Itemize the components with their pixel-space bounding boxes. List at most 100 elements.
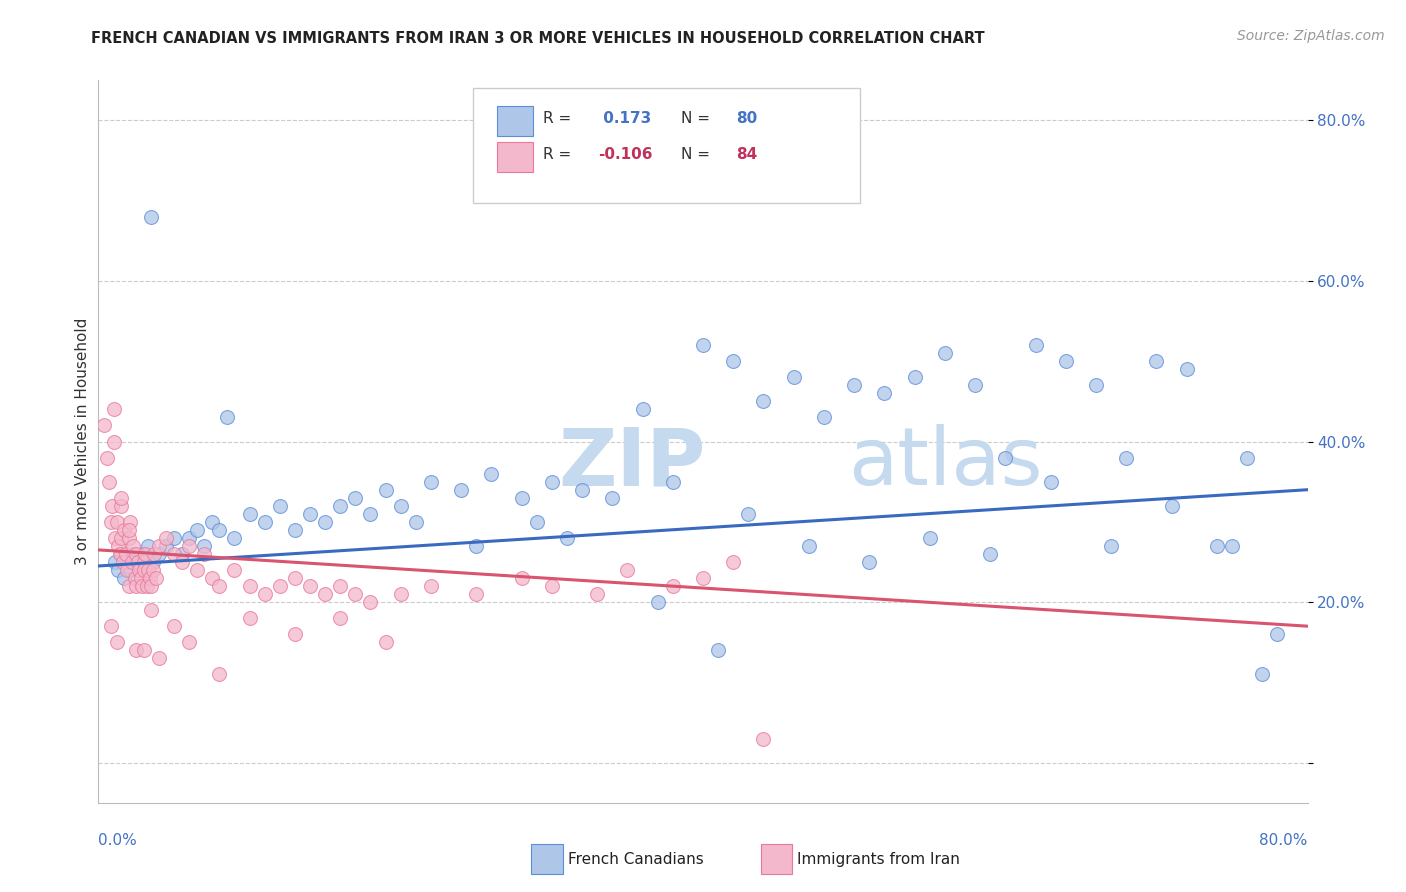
- Point: [141, 579, 163, 593]
- Point: [112, 523, 135, 537]
- Point: [208, 667, 231, 681]
- Point: [125, 579, 148, 593]
- Point: [420, 579, 443, 593]
- Point: [215, 410, 238, 425]
- Point: [510, 571, 533, 585]
- Point: [104, 555, 127, 569]
- Point: [510, 491, 533, 505]
- Point: [314, 515, 336, 529]
- Point: [934, 346, 956, 360]
- Point: [103, 434, 125, 449]
- Point: [253, 587, 276, 601]
- Point: [110, 531, 132, 545]
- Point: [148, 651, 170, 665]
- Point: [118, 579, 141, 593]
- Point: [1220, 539, 1243, 553]
- Point: [186, 563, 208, 577]
- Point: [114, 547, 136, 561]
- Point: [135, 579, 157, 593]
- Point: [115, 555, 138, 569]
- Text: N =: N =: [682, 147, 710, 162]
- Point: [844, 378, 866, 392]
- Point: [134, 547, 156, 561]
- Text: 0.173: 0.173: [598, 112, 651, 126]
- Point: [616, 563, 638, 577]
- Point: [132, 563, 155, 577]
- Point: [131, 579, 153, 593]
- Point: [224, 563, 246, 577]
- Point: [647, 595, 669, 609]
- Text: 84: 84: [735, 147, 756, 162]
- Point: [139, 571, 162, 585]
- Point: [284, 571, 307, 585]
- Point: [1054, 354, 1077, 368]
- Point: [813, 410, 835, 425]
- Point: [526, 515, 548, 529]
- Point: [163, 531, 186, 545]
- Point: [965, 378, 987, 392]
- Point: [122, 539, 145, 553]
- Point: [125, 643, 148, 657]
- Point: [179, 531, 201, 545]
- Point: [1236, 450, 1258, 465]
- Point: [1024, 338, 1046, 352]
- Point: [103, 402, 125, 417]
- Point: [120, 515, 142, 529]
- Point: [329, 579, 352, 593]
- Point: [374, 483, 396, 497]
- Point: [858, 555, 880, 569]
- Point: [586, 587, 609, 601]
- Point: [1146, 354, 1168, 368]
- Point: [136, 563, 159, 577]
- Point: [797, 539, 820, 553]
- Point: [1039, 475, 1062, 489]
- Point: [1115, 450, 1137, 465]
- Point: [170, 547, 193, 561]
- Point: [132, 643, 155, 657]
- Point: [125, 547, 148, 561]
- Point: [269, 579, 291, 593]
- Point: [783, 370, 806, 384]
- Point: [108, 547, 131, 561]
- Point: [132, 555, 155, 569]
- Point: [96, 450, 118, 465]
- Point: [111, 555, 134, 569]
- Point: [125, 555, 148, 569]
- Point: [143, 547, 166, 561]
- Point: [100, 515, 122, 529]
- Point: [110, 491, 132, 505]
- Point: [284, 523, 307, 537]
- Point: [465, 539, 488, 553]
- Point: [239, 611, 262, 625]
- FancyBboxPatch shape: [498, 142, 533, 172]
- Text: -0.106: -0.106: [598, 147, 652, 162]
- Point: [224, 531, 246, 545]
- Text: ZIP: ZIP: [558, 425, 706, 502]
- Text: Source: ZipAtlas.com: Source: ZipAtlas.com: [1237, 29, 1385, 43]
- Point: [661, 579, 683, 593]
- Point: [179, 635, 201, 649]
- Point: [105, 635, 128, 649]
- FancyBboxPatch shape: [474, 87, 860, 203]
- Point: [136, 539, 159, 553]
- Point: [193, 539, 215, 553]
- Point: [540, 475, 562, 489]
- Point: [299, 507, 322, 521]
- Point: [269, 499, 291, 513]
- Point: [239, 507, 262, 521]
- Point: [118, 531, 141, 545]
- Point: [389, 499, 412, 513]
- Point: [170, 555, 193, 569]
- Point: [107, 539, 129, 553]
- Point: [752, 731, 775, 746]
- Point: [631, 402, 654, 417]
- Point: [208, 579, 231, 593]
- Point: [344, 491, 367, 505]
- Text: French Canadians: French Canadians: [568, 852, 703, 867]
- Point: [1099, 539, 1122, 553]
- Point: [101, 499, 124, 513]
- Point: [239, 579, 262, 593]
- Point: [145, 571, 167, 585]
- Point: [104, 531, 127, 545]
- Point: [707, 643, 730, 657]
